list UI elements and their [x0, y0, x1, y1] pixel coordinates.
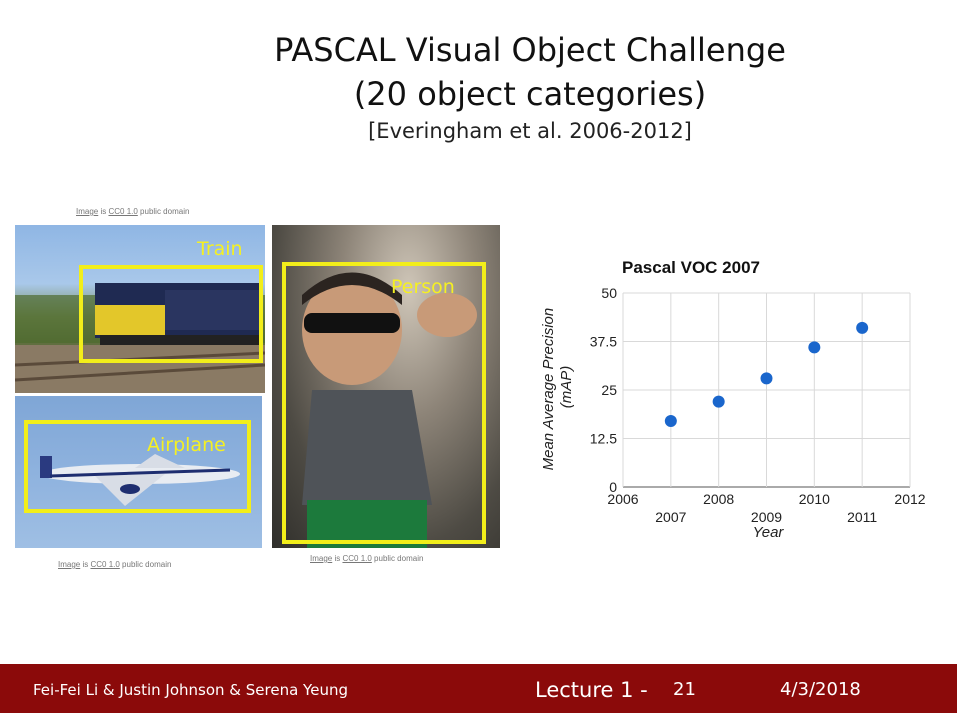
chart-points — [664, 321, 869, 428]
image-credit-bottom-left: Image is CC0 1.0 public domain — [58, 560, 171, 569]
chart-y-tick-label: 37.5 — [590, 334, 617, 350]
slide-citation: [Everingham et al. 2006-2012] — [368, 119, 692, 143]
chart-x-tick-label: 2012 — [894, 491, 925, 507]
chart-y-tick-label: 25 — [601, 382, 617, 398]
credit-license-link[interactable]: CC0 1.0 — [90, 560, 120, 569]
chart-y-tick-label: 0 — [609, 479, 617, 495]
chart-x-tick-label: 2006 — [607, 491, 638, 507]
chart-x-tick-label: 2010 — [799, 491, 830, 507]
footer-date: 4/3/2018 — [780, 679, 861, 700]
chart-title: Pascal VOC 2007 — [622, 258, 760, 277]
chart-grid — [622, 292, 911, 488]
chart-x-axis-label: Year — [753, 524, 785, 541]
train-photo: Train — [15, 225, 265, 393]
airplane-bounding-box — [24, 420, 251, 513]
credit-suffix-text: public domain — [371, 554, 424, 563]
train-illustration — [15, 283, 265, 393]
credit-suffix-text: public domain — [119, 560, 172, 569]
train-bounding-box — [79, 265, 263, 363]
map-chart: Pascal VOC 2007 0 12.5 25 37.5 50 2006 2008 20… — [530, 240, 950, 550]
airplane-photo: Airplane — [15, 396, 262, 548]
chart-point — [712, 395, 725, 408]
credit-image-link[interactable]: Image — [76, 207, 99, 216]
person-photo: Person — [272, 225, 500, 548]
chart-x-tick-label: 2008 — [703, 491, 734, 507]
chart-x-tick-label: 2007 — [655, 509, 686, 525]
credit-is-text: is — [98, 207, 109, 216]
chart-y-ticks: 0 12.5 25 37.5 50 — [590, 285, 617, 495]
footer-lecture: Lecture 1 - — [535, 678, 648, 702]
credit-is-text: is — [332, 554, 343, 563]
chart-y-axis-label-line2: (mAP) — [558, 366, 575, 409]
credit-image-link[interactable]: Image — [58, 560, 81, 569]
credit-suffix-text: public domain — [137, 207, 190, 216]
person-bounding-box — [282, 262, 486, 544]
train-label: Train — [197, 238, 243, 260]
image-credit-bottom-right: Image is CC0 1.0 public domain — [310, 554, 423, 563]
chart-y-axis-label-line1: Mean Average Precision — [540, 308, 557, 471]
title-block: PASCAL Visual Object Challenge (20 objec… — [180, 28, 880, 146]
chart-x-tick-label: 2009 — [751, 509, 782, 525]
credit-license-link[interactable]: CC0 1.0 — [108, 207, 138, 216]
airplane-label: Airplane — [147, 434, 226, 456]
chart-x-ticks: 2006 2008 2010 2012 2007 2009 2011 — [607, 491, 925, 525]
image-credit-top: Image is CC0 1.0 public domain — [76, 207, 189, 216]
chart-point — [808, 341, 821, 354]
credit-image-link[interactable]: Image — [310, 554, 333, 563]
footer-authors: Fei-Fei Li & Justin Johnson & Serena Yeu… — [33, 681, 348, 699]
chart-point — [760, 372, 773, 385]
chart-point — [856, 321, 869, 334]
chart-x-tick-label: 2011 — [847, 509, 877, 525]
chart-y-tick-label: 50 — [601, 285, 617, 301]
footer-page-number: 21 — [673, 679, 696, 700]
person-label: Person — [391, 276, 455, 298]
chart-point — [664, 415, 677, 428]
chart-y-axis-label: Mean Average Precision (mAP) — [540, 304, 575, 471]
chart-y-tick-label: 12.5 — [590, 431, 617, 447]
airplane-illustration — [40, 454, 240, 506]
credit-is-text: is — [80, 560, 91, 569]
slide-title-line1: PASCAL Visual Object Challenge — [274, 31, 786, 69]
person-illustration — [302, 272, 477, 548]
footer-bar: Fei-Fei Li & Justin Johnson & Serena Yeu… — [0, 664, 957, 713]
credit-license-link[interactable]: CC0 1.0 — [342, 554, 372, 563]
slide-title-line2: (20 object categories) — [353, 75, 707, 113]
